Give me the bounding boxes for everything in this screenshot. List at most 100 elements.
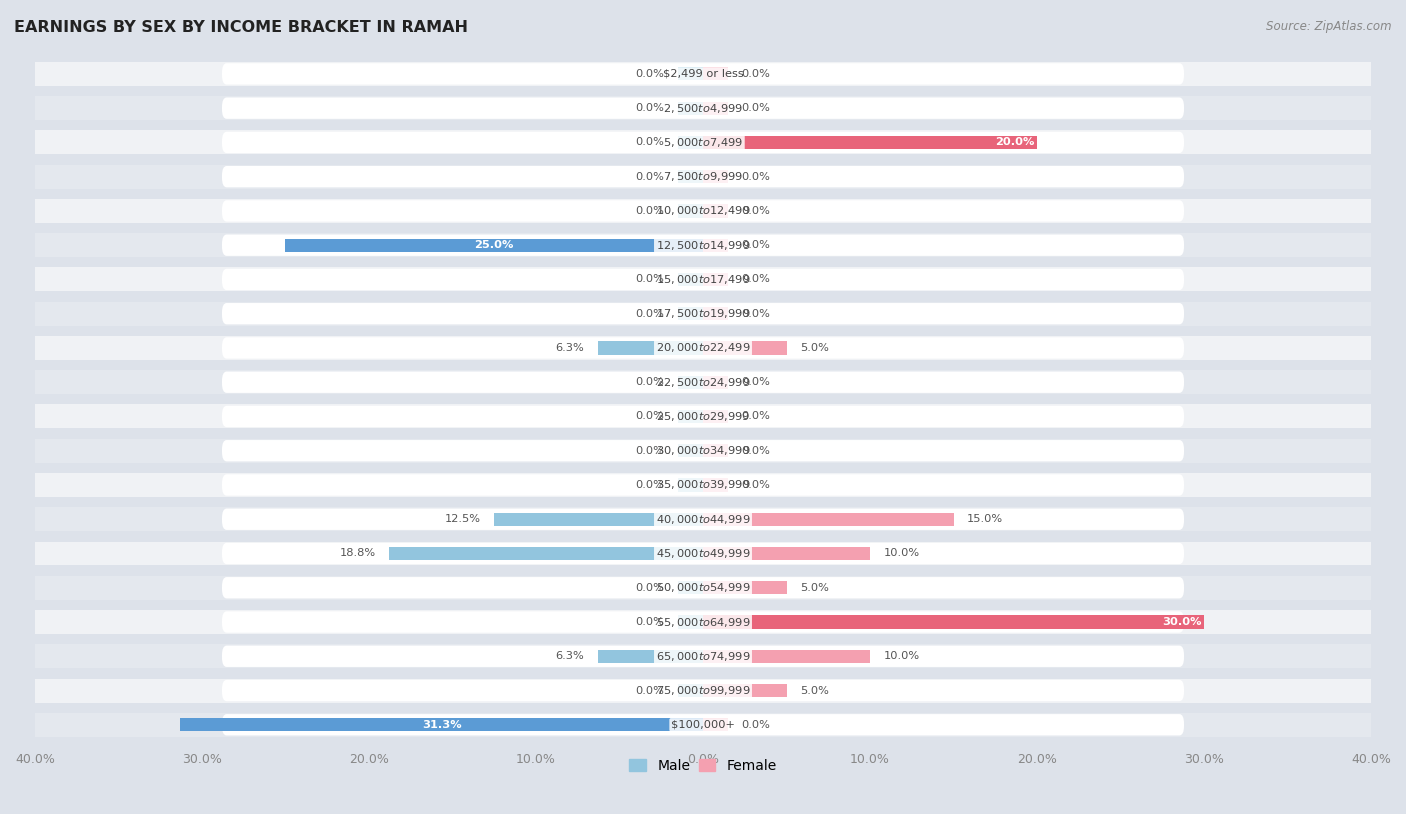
Text: 0.0%: 0.0%	[636, 103, 665, 113]
Text: 0.0%: 0.0%	[741, 720, 770, 730]
Bar	[703, 341, 786, 355]
Bar	[678, 102, 703, 115]
Bar	[678, 479, 703, 492]
Bar	[35, 610, 1371, 634]
Bar	[678, 718, 703, 731]
Text: 0.0%: 0.0%	[636, 583, 665, 593]
Bar	[703, 375, 728, 389]
Text: $55,000 to $64,999: $55,000 to $64,999	[655, 615, 751, 628]
Bar	[678, 513, 703, 526]
Text: $65,000 to $74,999: $65,000 to $74,999	[655, 650, 751, 663]
Bar	[678, 615, 703, 628]
Bar	[703, 615, 728, 628]
Bar	[678, 650, 703, 663]
Text: 0.0%: 0.0%	[741, 206, 770, 216]
Text: 0.0%: 0.0%	[636, 377, 665, 387]
Text: $25,000 to $29,999: $25,000 to $29,999	[655, 410, 751, 423]
Bar	[703, 547, 870, 560]
Text: 0.0%: 0.0%	[636, 138, 665, 147]
Text: 0.0%: 0.0%	[741, 240, 770, 250]
Bar	[35, 233, 1371, 257]
FancyBboxPatch shape	[222, 234, 1184, 256]
Bar	[703, 410, 728, 423]
Bar	[35, 336, 1371, 360]
Bar	[703, 513, 953, 526]
Bar	[703, 581, 786, 594]
Bar	[703, 581, 728, 594]
FancyBboxPatch shape	[222, 611, 1184, 632]
Text: $2,499 or less: $2,499 or less	[662, 69, 744, 79]
Text: 5.0%: 5.0%	[800, 685, 828, 695]
FancyBboxPatch shape	[222, 98, 1184, 119]
Bar	[703, 684, 786, 697]
Bar	[35, 541, 1371, 566]
Text: 0.0%: 0.0%	[741, 411, 770, 422]
Bar	[703, 204, 728, 217]
Text: 25.0%: 25.0%	[475, 240, 515, 250]
Text: 0.0%: 0.0%	[636, 206, 665, 216]
Text: 0.0%: 0.0%	[741, 480, 770, 490]
Bar	[678, 170, 703, 183]
FancyBboxPatch shape	[222, 440, 1184, 462]
Text: $75,000 to $99,999: $75,000 to $99,999	[655, 684, 751, 697]
Bar	[703, 68, 728, 81]
Bar	[678, 136, 703, 149]
Text: 0.0%: 0.0%	[636, 617, 665, 627]
Text: $15,000 to $17,499: $15,000 to $17,499	[655, 273, 751, 286]
Bar	[495, 513, 703, 526]
Text: 0.0%: 0.0%	[741, 172, 770, 182]
Text: 0.0%: 0.0%	[741, 274, 770, 284]
Bar	[703, 273, 728, 286]
FancyBboxPatch shape	[222, 303, 1184, 325]
Text: $100,000+: $100,000+	[671, 720, 735, 730]
FancyBboxPatch shape	[222, 543, 1184, 564]
Text: 0.0%: 0.0%	[741, 103, 770, 113]
FancyBboxPatch shape	[222, 200, 1184, 221]
Bar	[35, 268, 1371, 291]
Text: 0.0%: 0.0%	[636, 172, 665, 182]
Text: 0.0%: 0.0%	[636, 69, 665, 79]
Bar	[35, 679, 1371, 702]
Bar	[703, 170, 728, 183]
Bar	[678, 547, 703, 560]
Bar	[678, 239, 703, 252]
Text: EARNINGS BY SEX BY INCOME BRACKET IN RAMAH: EARNINGS BY SEX BY INCOME BRACKET IN RAM…	[14, 20, 468, 35]
Text: $50,000 to $54,999: $50,000 to $54,999	[655, 581, 751, 594]
Text: 5.0%: 5.0%	[800, 343, 828, 353]
Bar	[703, 102, 728, 115]
Text: 5.0%: 5.0%	[800, 583, 828, 593]
Bar	[678, 341, 703, 355]
Bar	[35, 370, 1371, 394]
Bar	[703, 136, 728, 149]
Bar	[598, 341, 703, 355]
Bar	[35, 62, 1371, 86]
Bar	[678, 410, 703, 423]
FancyBboxPatch shape	[222, 371, 1184, 393]
Bar	[703, 479, 728, 492]
Bar	[678, 375, 703, 389]
Text: 6.3%: 6.3%	[555, 343, 585, 353]
Bar	[703, 444, 728, 457]
Text: 0.0%: 0.0%	[741, 69, 770, 79]
Text: $35,000 to $39,999: $35,000 to $39,999	[655, 479, 751, 492]
FancyBboxPatch shape	[222, 132, 1184, 153]
Bar	[703, 615, 1204, 628]
Text: 18.8%: 18.8%	[339, 549, 375, 558]
Bar	[35, 507, 1371, 532]
Bar	[703, 513, 728, 526]
Text: 0.0%: 0.0%	[636, 446, 665, 456]
Bar	[180, 718, 703, 731]
Bar	[703, 650, 870, 663]
Bar	[703, 307, 728, 320]
Text: 31.3%: 31.3%	[422, 720, 461, 730]
Bar	[703, 136, 1038, 149]
Bar	[35, 644, 1371, 668]
Bar	[35, 199, 1371, 223]
Bar	[35, 575, 1371, 600]
FancyBboxPatch shape	[222, 475, 1184, 496]
Text: 0.0%: 0.0%	[741, 377, 770, 387]
Bar	[678, 581, 703, 594]
Text: $5,000 to $7,499: $5,000 to $7,499	[664, 136, 742, 149]
FancyBboxPatch shape	[222, 337, 1184, 359]
FancyBboxPatch shape	[222, 714, 1184, 736]
